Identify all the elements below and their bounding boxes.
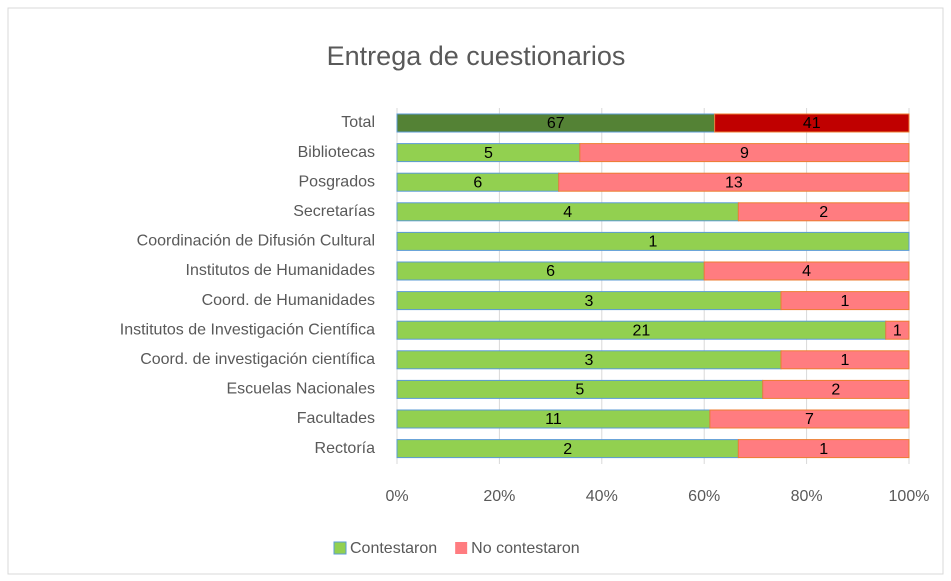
x-tick-label: 0% bbox=[385, 488, 408, 505]
data-label: 3 bbox=[585, 352, 594, 369]
data-label: 1 bbox=[841, 293, 850, 310]
bar bbox=[737, 202, 910, 222]
y-tick-label: Posgrados bbox=[299, 173, 376, 190]
bar bbox=[558, 172, 910, 192]
bar bbox=[780, 291, 910, 311]
bar bbox=[709, 409, 910, 429]
data-label: 5 bbox=[575, 382, 584, 399]
x-tick-label: 20% bbox=[483, 488, 515, 505]
bar bbox=[396, 231, 910, 251]
bar bbox=[885, 320, 910, 340]
y-tick-label: Facultades bbox=[297, 410, 375, 427]
y-tick-label: Rectoría bbox=[315, 440, 376, 457]
bar bbox=[714, 113, 910, 133]
bar bbox=[780, 350, 910, 370]
y-tick-label: Escuelas Nacionales bbox=[226, 381, 375, 398]
data-label: 67 bbox=[547, 115, 565, 132]
bar bbox=[703, 261, 910, 281]
data-label: 41 bbox=[803, 115, 821, 132]
data-label: 2 bbox=[819, 204, 828, 221]
y-tick-label: Coord. de Humanidades bbox=[202, 292, 375, 309]
y-tick-label: Bibliotecas bbox=[298, 144, 375, 161]
data-label: 13 bbox=[725, 174, 743, 191]
data-label: 6 bbox=[473, 174, 482, 191]
bar bbox=[737, 439, 910, 459]
x-tick-label: 80% bbox=[791, 488, 823, 505]
legend-swatch bbox=[455, 542, 468, 554]
chart-title: Entrega de cuestionarios bbox=[327, 41, 626, 71]
bar bbox=[762, 379, 910, 399]
chart-border bbox=[7, 7, 944, 575]
y-tick-label: Coord. de investigación científica bbox=[140, 351, 375, 368]
data-label: 2 bbox=[831, 382, 840, 399]
data-label: 3 bbox=[585, 293, 594, 310]
y-tick-label: Total bbox=[341, 114, 375, 131]
data-label: 1 bbox=[649, 234, 658, 251]
data-label: 11 bbox=[545, 411, 562, 428]
y-tick-label: Secretarías bbox=[293, 203, 375, 220]
legend-swatch bbox=[333, 541, 347, 555]
data-label: 1 bbox=[841, 352, 850, 369]
legend-label: No contestaron bbox=[471, 540, 580, 557]
data-label: 9 bbox=[740, 145, 749, 162]
data-label: 1 bbox=[893, 322, 902, 339]
data-label: 2 bbox=[563, 441, 572, 458]
legend-label: Contestaron bbox=[350, 540, 437, 557]
x-tick-label: 100% bbox=[889, 488, 930, 505]
data-label: 5 bbox=[484, 145, 493, 162]
bar bbox=[579, 143, 910, 163]
y-tick-label: Coordinación de Difusión Cultural bbox=[137, 233, 375, 250]
x-tick-label: 40% bbox=[586, 488, 618, 505]
y-tick-label: Institutos de Humanidades bbox=[186, 262, 375, 279]
y-tick-label: Institutos de Investigación Científica bbox=[120, 321, 375, 338]
data-label: 21 bbox=[632, 322, 650, 339]
data-label: 1 bbox=[819, 441, 828, 458]
data-label: 6 bbox=[546, 263, 555, 280]
data-label: 4 bbox=[563, 204, 572, 221]
data-label: 4 bbox=[802, 263, 811, 280]
x-tick-label: 60% bbox=[688, 488, 720, 505]
data-label: 7 bbox=[805, 411, 814, 428]
